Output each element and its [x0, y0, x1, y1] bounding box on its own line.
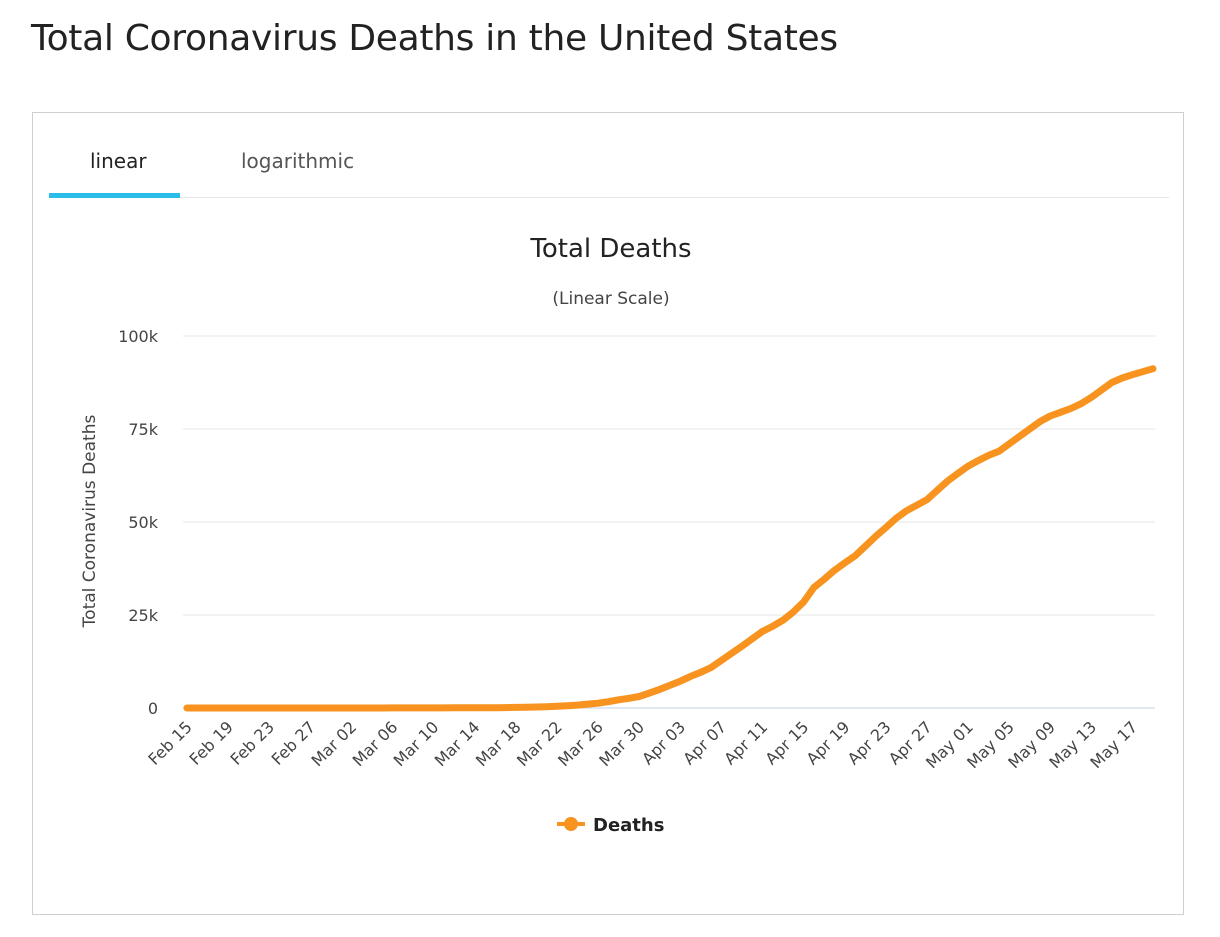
x-tick-label: Apr 07 — [679, 717, 730, 768]
scale-tabs: linear logarithmic — [49, 113, 1169, 198]
x-tick-label: Feb 23 — [227, 717, 278, 768]
legend-label-deaths: Deaths — [593, 815, 664, 836]
x-tick-label: Apr 11 — [720, 717, 771, 768]
y-axis-ticks: 0 25k 50k 75k 100k — [118, 327, 159, 718]
x-tick-label: Apr 15 — [761, 717, 812, 768]
legend[interactable]: Deaths — [557, 815, 664, 836]
page-title: Total Coronavirus Deaths in the United S… — [31, 18, 838, 59]
y-tick-label: 25k — [128, 606, 158, 625]
x-tick-label: Mar 10 — [390, 717, 443, 770]
x-tick-label: Apr 03 — [638, 717, 689, 768]
tab-logarithmic[interactable]: logarithmic — [241, 149, 355, 173]
active-tab-indicator — [49, 193, 180, 198]
chart-card: linear logarithmic Total Deaths (Linear … — [32, 112, 1184, 915]
x-tick-label: Mar 02 — [307, 717, 360, 770]
x-tick-label: Apr 23 — [844, 717, 895, 768]
gridlines — [183, 335, 1155, 709]
x-tick-label: Apr 19 — [803, 717, 854, 768]
x-tick-label: Feb 19 — [185, 717, 236, 768]
legend-marker-dot — [564, 817, 578, 831]
x-tick-label: Mar 22 — [513, 717, 566, 770]
x-tick-label: Mar 30 — [595, 717, 648, 770]
x-tick-label: Mar 06 — [349, 717, 402, 770]
x-tick-label: Mar 14 — [431, 717, 484, 770]
y-tick-label: 0 — [148, 699, 158, 718]
y-tick-label: 50k — [128, 513, 158, 532]
y-tick-label: 100k — [118, 327, 159, 346]
x-tick-label: Mar 26 — [554, 717, 607, 770]
x-tick-label: Mar 18 — [472, 717, 525, 770]
tab-linear[interactable]: linear — [90, 149, 147, 173]
chart-subtitle: (Linear Scale) — [552, 289, 669, 309]
chart-title: Total Deaths — [529, 234, 691, 264]
series-line-deaths — [183, 365, 1157, 712]
y-axis-label: Total Coronavirus Deaths — [80, 415, 100, 629]
x-tick-label: Feb 15 — [144, 717, 195, 768]
line-chart: Total Deaths (Linear Scale) 0 25k 50k 75k 10… — [80, 234, 1157, 836]
y-tick-label: 75k — [128, 420, 158, 439]
